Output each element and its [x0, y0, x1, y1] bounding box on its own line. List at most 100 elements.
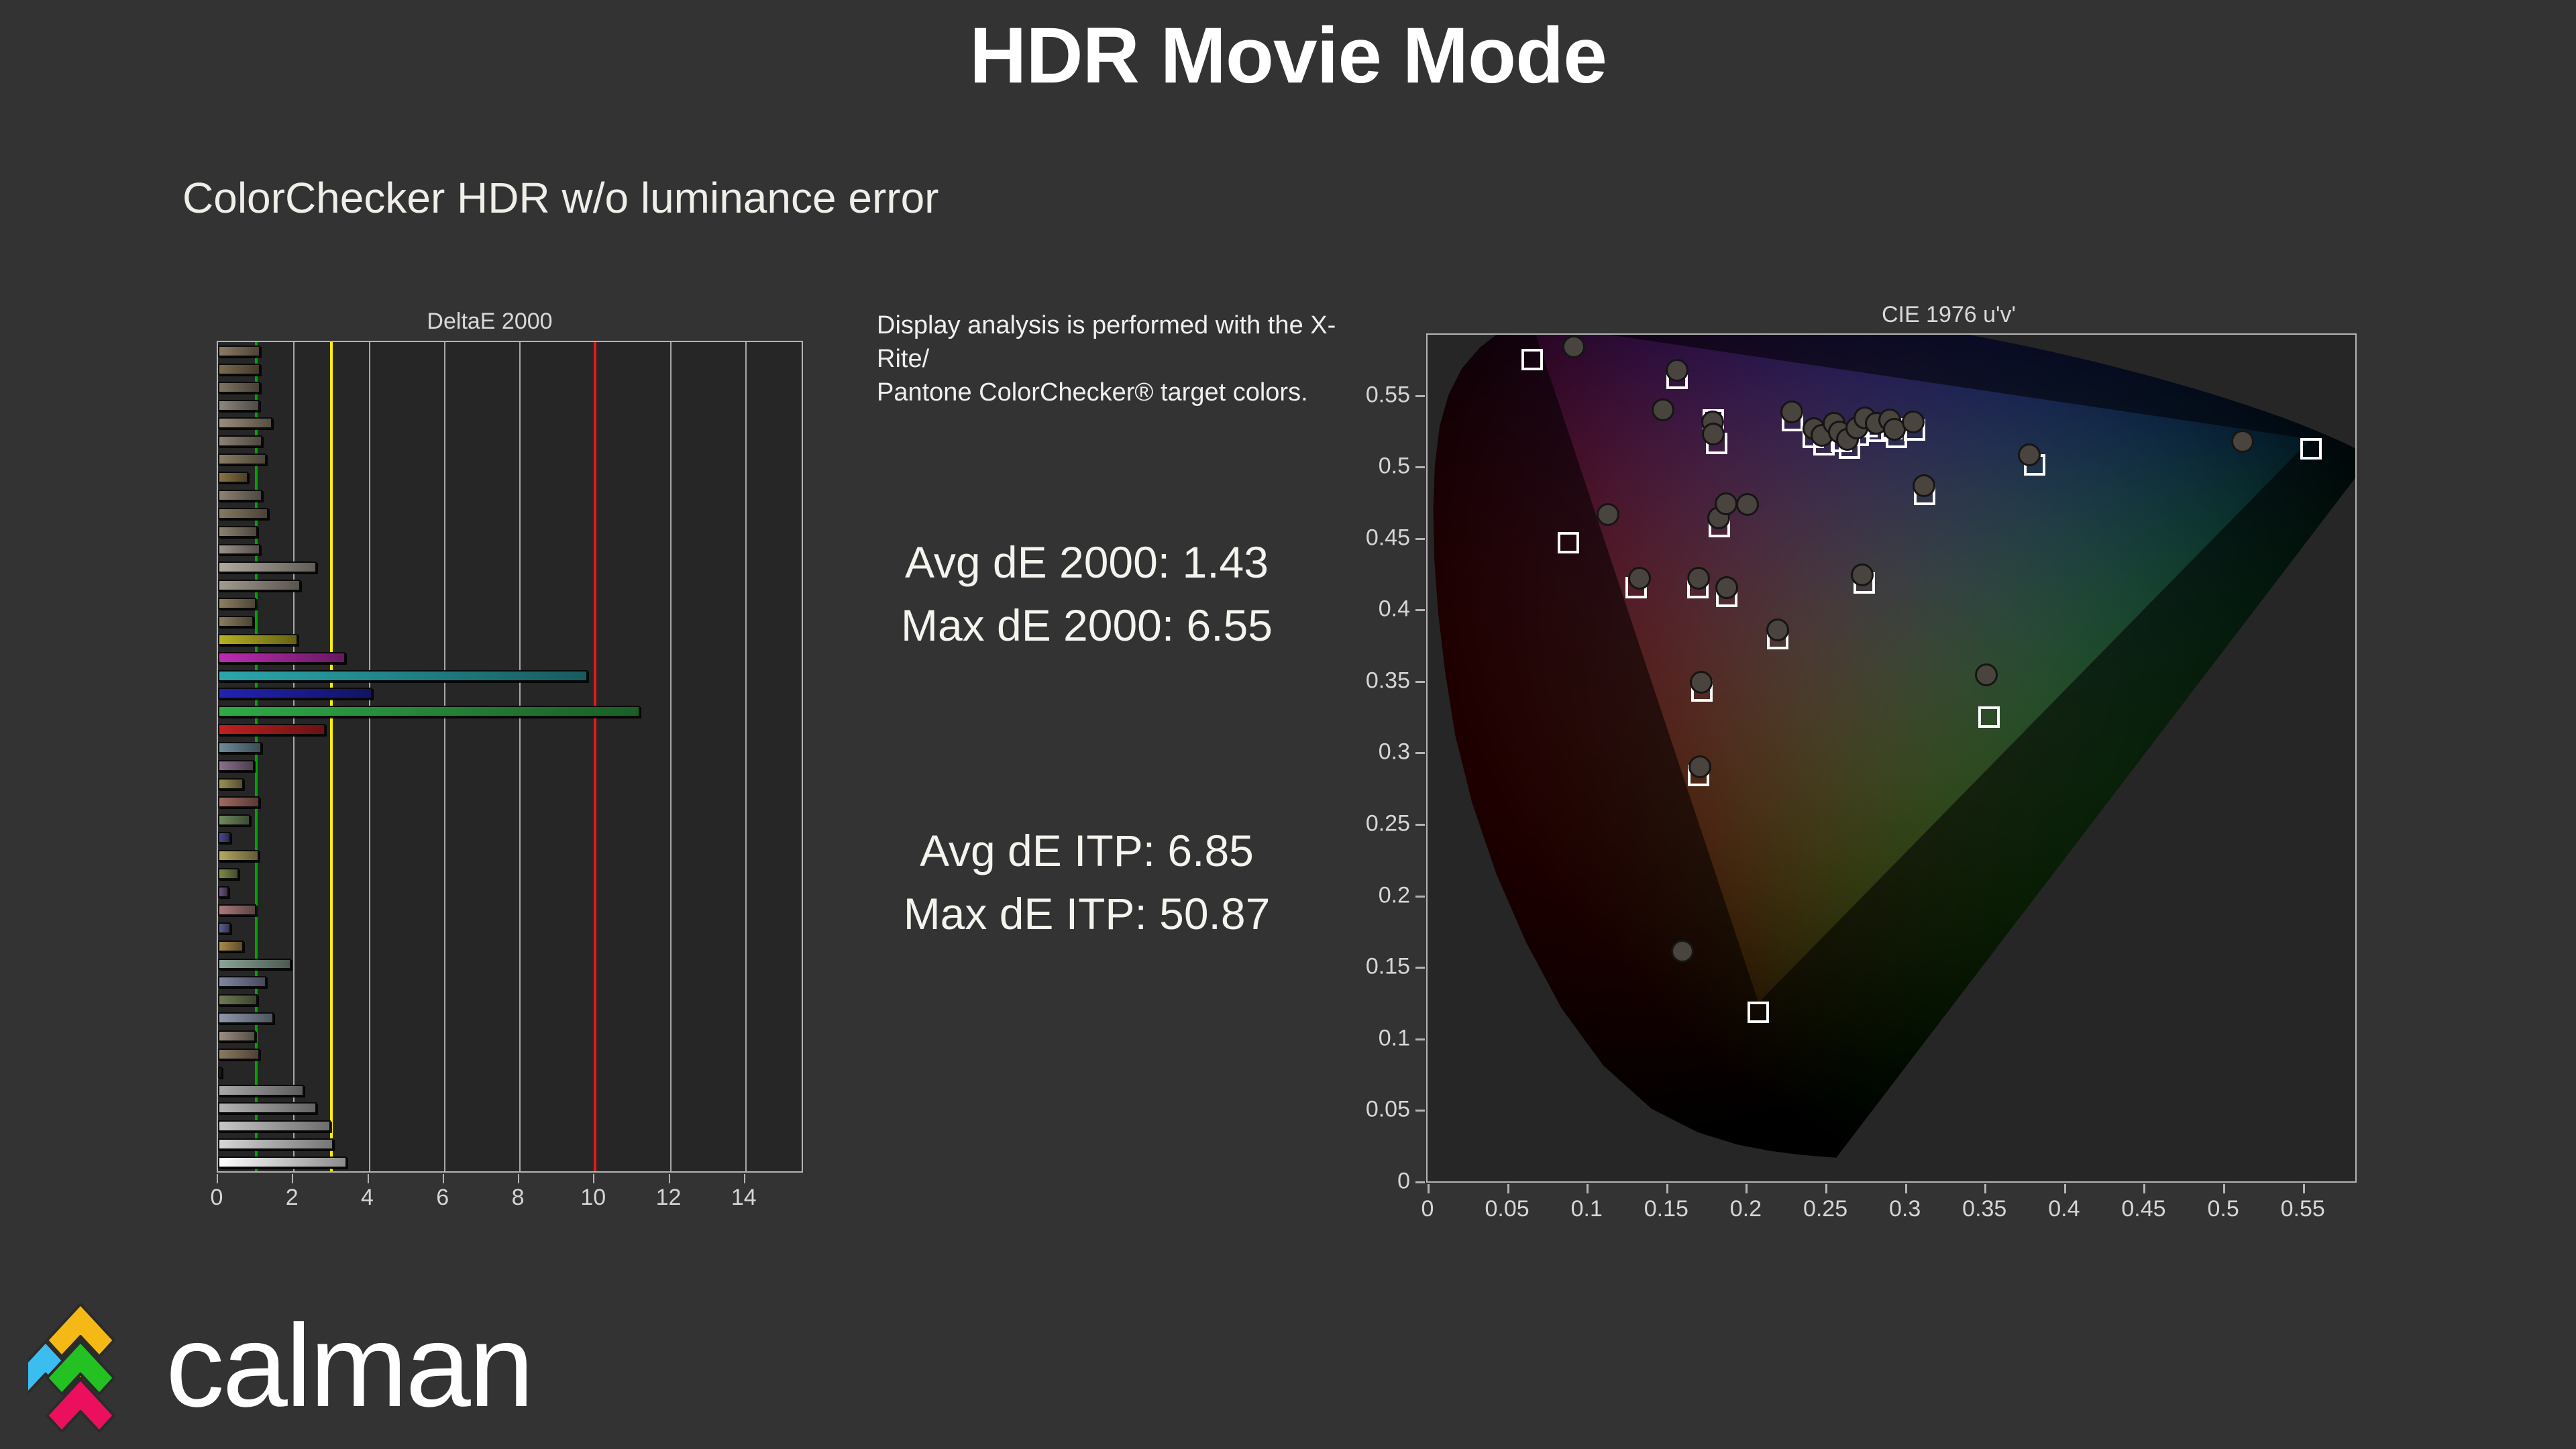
deltae-bar — [218, 1138, 334, 1150]
deltae-bar — [218, 669, 588, 682]
cie-measured-point — [1735, 492, 1759, 516]
cie-y-tick-label: 0.25 — [1365, 810, 1410, 837]
deltae-bar — [218, 363, 260, 375]
calman-wordmark: calman — [166, 1301, 532, 1432]
cie-x-tick-label: 0.45 — [2121, 1196, 2166, 1222]
cie-y-tick — [1415, 609, 1425, 612]
cie-y-tick — [1415, 967, 1425, 969]
deltae-bar — [218, 922, 231, 934]
deltae-bar — [218, 345, 260, 357]
deltae-bar — [218, 543, 260, 555]
deltae-x-tick-label: 8 — [511, 1185, 525, 1210]
deltae-gridline — [519, 342, 521, 1171]
deltae-bar — [218, 1157, 347, 1169]
deltae-gridline — [368, 342, 370, 1171]
deltae-bar — [218, 796, 260, 808]
deltae-plot-area — [217, 341, 803, 1173]
deltae-bar — [218, 976, 266, 988]
cie-x-tick — [2063, 1184, 2066, 1193]
deltae-bar — [218, 759, 255, 771]
deltae-bar — [218, 489, 263, 501]
deltae-bar — [218, 616, 254, 627]
deltae-bar — [218, 868, 239, 880]
cie-x-tick — [1507, 1184, 1509, 1193]
cie-x-tick-label: 0.3 — [1889, 1196, 1921, 1222]
deltae-gridline — [669, 342, 672, 1171]
deltae-bar — [218, 688, 373, 700]
deltae-bar — [218, 633, 298, 645]
deltae-threshold-line-warning — [330, 342, 333, 1171]
deltae-gridline — [745, 342, 747, 1171]
deltae-bar — [218, 417, 273, 429]
deltae-bar — [218, 994, 258, 1006]
max-de2000-value: Max dE 2000: 6.55 — [900, 600, 1273, 650]
deltae-gridline — [293, 342, 295, 1171]
deltae-x-axis: 0 2 4 6 8 10 12 14 — [211, 1174, 803, 1210]
deltae-bar — [218, 1102, 317, 1114]
cie-target-marker — [2300, 437, 2322, 460]
cie-measured-point — [1850, 564, 1874, 587]
cie-y-tick — [1415, 824, 1425, 826]
deltae-x-tick — [292, 1174, 294, 1183]
deltae-x-tick-label: 4 — [361, 1185, 374, 1210]
cie-measured-point — [1701, 423, 1725, 446]
cie-measured-point — [1562, 335, 1586, 359]
cie-y-tick — [1415, 1181, 1425, 1183]
deltae-x-tick-label: 10 — [580, 1185, 606, 1210]
deltae-bar — [218, 706, 640, 718]
cie-measured-point — [1901, 411, 1925, 434]
cie-x-tick-label: 0.25 — [1803, 1196, 1848, 1222]
cie-measured-point — [1913, 474, 1936, 497]
cie-x-tick-label: 0.05 — [1485, 1196, 1529, 1222]
deltae-x-tick-label: 14 — [731, 1185, 757, 1210]
cie-y-tick — [1415, 1110, 1425, 1112]
calman-logo-graphic: calman — [28, 1301, 534, 1433]
deltae-bar — [218, 1084, 304, 1096]
calman-logo: calman — [28, 1293, 672, 1434]
cie-x-tick — [1587, 1184, 1589, 1193]
cie-measured-point — [1666, 359, 1689, 382]
deltae-bar — [218, 1120, 331, 1132]
cie-y-tick-label: 0.3 — [1378, 739, 1410, 765]
cie-x-tick — [1825, 1184, 1828, 1193]
cie-x-tick-label: 0.5 — [2207, 1196, 2239, 1222]
deltae-bar — [218, 472, 248, 483]
deltae-bar — [218, 580, 301, 592]
cie-target-marker — [1978, 706, 2000, 729]
cie-measured-point — [1597, 502, 1620, 526]
deltae-bar — [218, 958, 292, 970]
cie-y-tick — [1415, 680, 1425, 683]
deltae-x-tick-label: 0 — [210, 1185, 223, 1210]
page-subtitle: ColorChecker HDR w/o luminance error — [182, 174, 939, 222]
cie-x-tick — [2223, 1184, 2226, 1193]
cie-x-tick-label: 0 — [1421, 1196, 1434, 1222]
cie-y-tick — [1415, 394, 1425, 397]
cie-measured-point — [1766, 619, 1789, 642]
analysis-note-line-1: Display analysis is performed with the X… — [877, 311, 1336, 374]
deltae-x-tick — [668, 1174, 670, 1183]
deltae-x-tick — [442, 1174, 444, 1183]
deltae-bar — [218, 832, 231, 844]
deltae-bar — [218, 724, 325, 736]
deltae-threshold-line-good — [255, 342, 258, 1171]
cie-y-tick-label: 0.4 — [1378, 596, 1410, 622]
deltae-x-tick — [367, 1174, 369, 1183]
deltae-bar — [218, 1066, 222, 1078]
cie-measured-point — [1627, 567, 1651, 590]
deltae-bar — [218, 399, 260, 411]
deltae-bar — [218, 850, 259, 862]
cie-y-tick — [1415, 537, 1425, 540]
cie-measured-point — [1688, 755, 1711, 778]
cie-y-tick — [1415, 752, 1425, 755]
deltae-bar — [218, 598, 257, 610]
cie-x-tick-label: 0.55 — [2280, 1196, 2325, 1222]
cie-x-tick — [1984, 1184, 1987, 1193]
analysis-note: Display analysis is performed with the X… — [877, 309, 1346, 409]
cie-y-tick-label: 0.35 — [1365, 667, 1410, 694]
cie-measured-point — [1715, 576, 1738, 600]
cie-y-tick — [1415, 466, 1425, 469]
deltae-bar — [218, 525, 258, 537]
deltae-bar — [218, 814, 250, 826]
cie-y-tick-label: 0.5 — [1378, 453, 1410, 479]
cie-y-tick-label: 0.05 — [1365, 1096, 1410, 1122]
